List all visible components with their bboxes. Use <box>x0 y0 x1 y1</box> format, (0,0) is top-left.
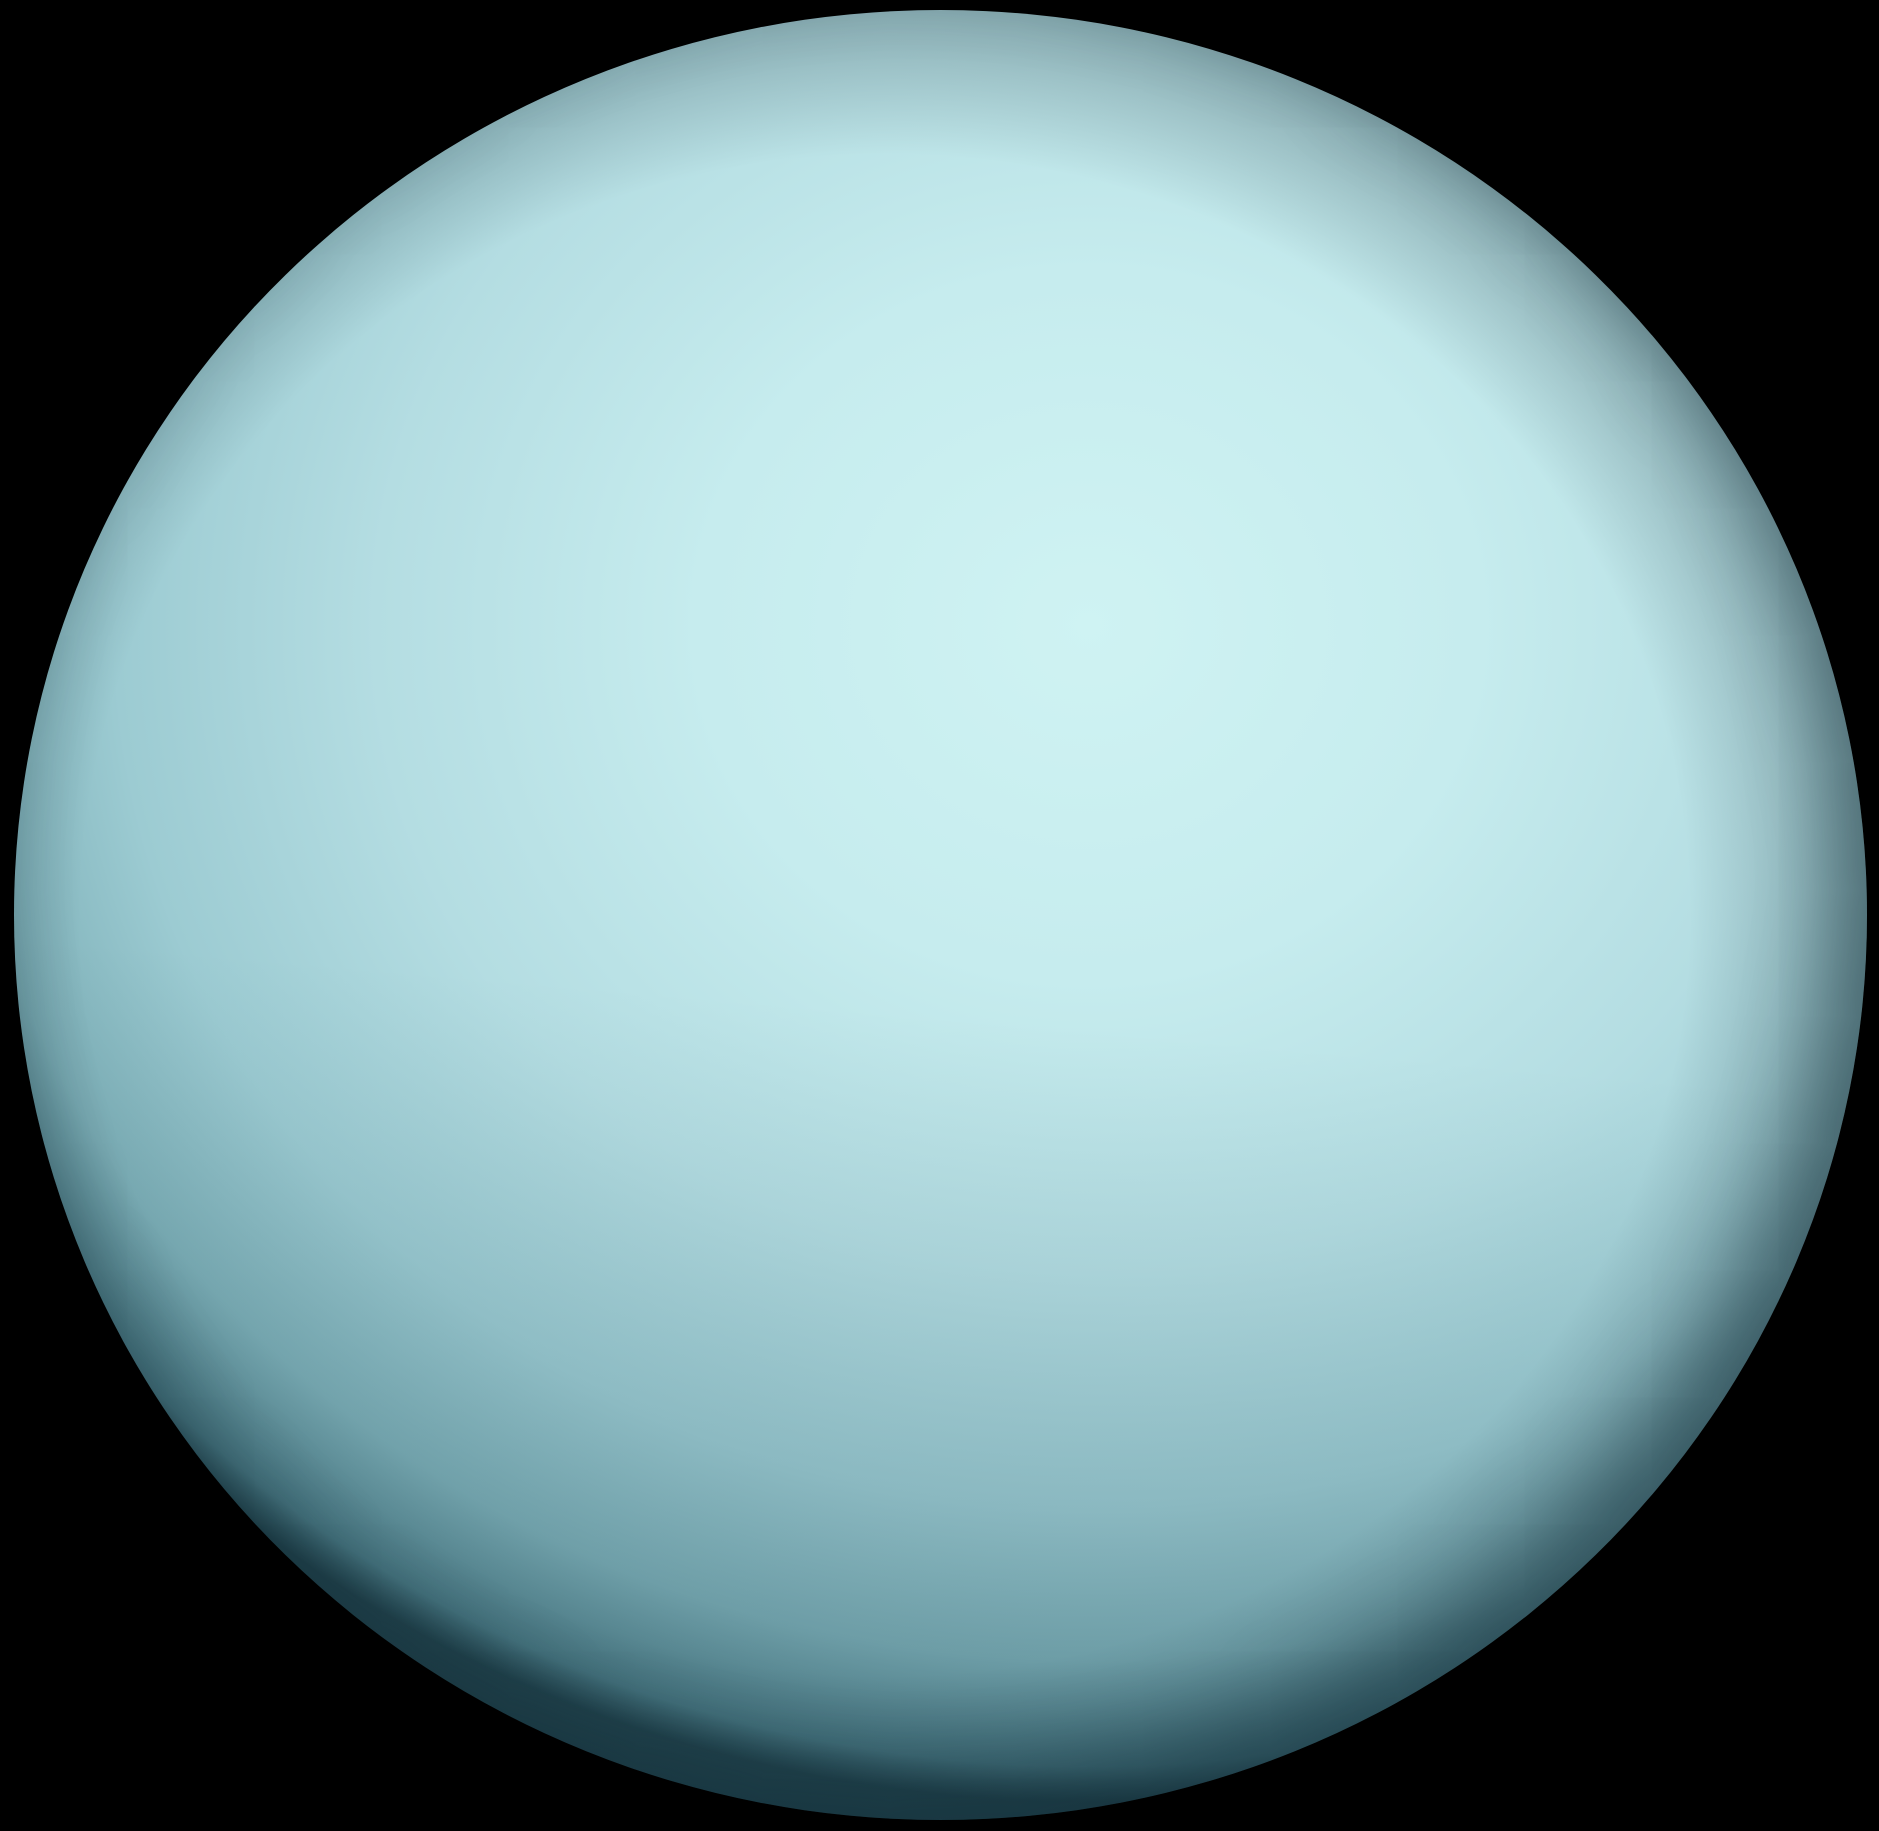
planet-disk <box>14 10 1867 1820</box>
